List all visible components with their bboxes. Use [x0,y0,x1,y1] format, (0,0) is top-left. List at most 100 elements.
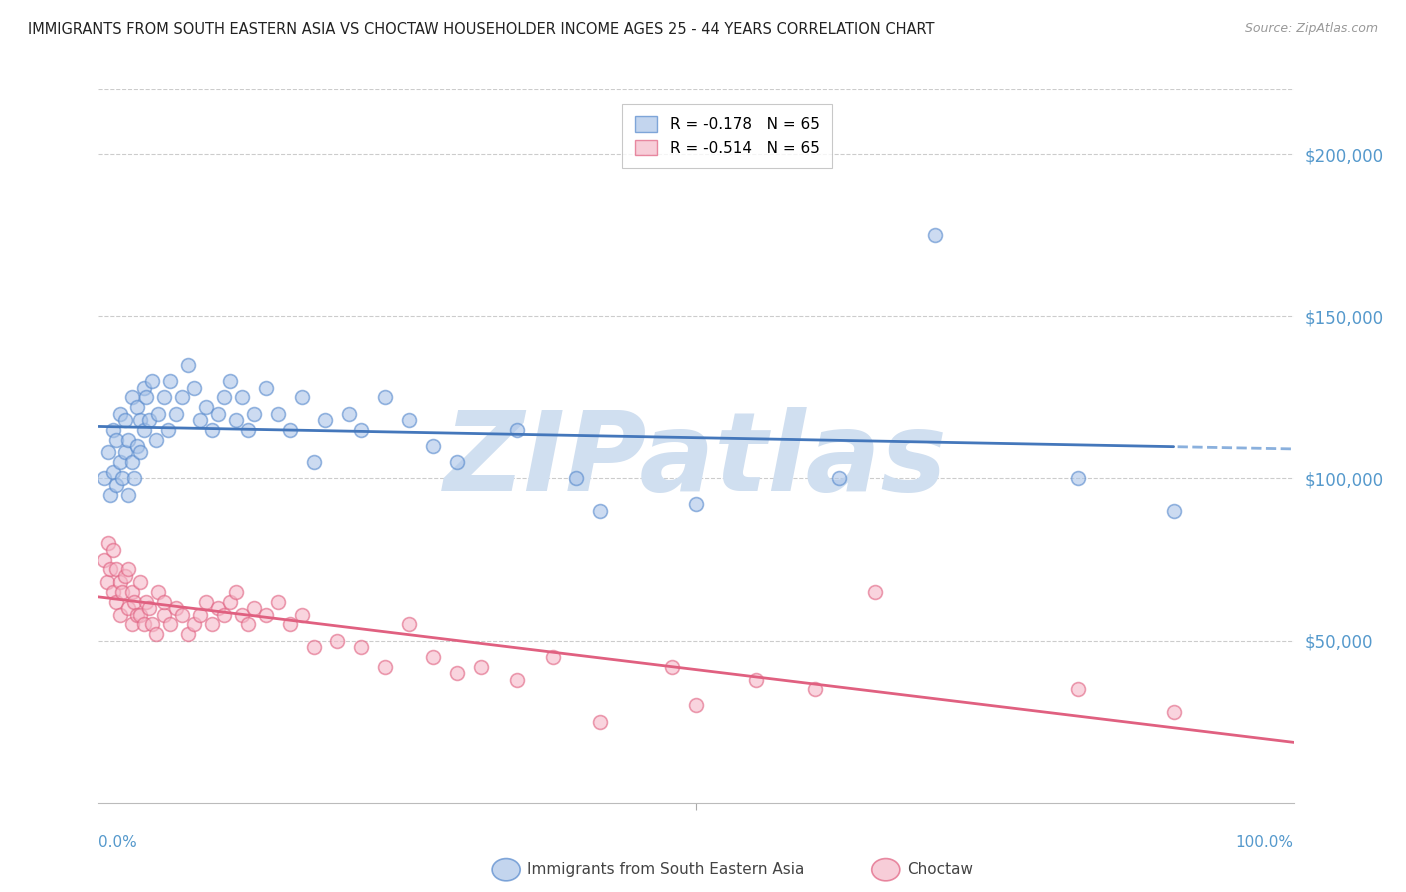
Point [98,488,122,502]
Point [132,617,155,632]
Point [121,390,143,404]
Point [291,390,314,404]
Point [98,562,122,576]
Point [350,640,373,654]
Point [159,617,181,632]
Point [254,607,277,622]
Point [446,666,468,681]
Point [207,601,229,615]
Point [114,568,136,582]
Point [565,471,588,485]
Point [243,407,266,421]
Point [138,413,160,427]
Point [201,617,224,632]
Text: Choctaw: Choctaw [907,863,973,877]
Point [105,433,128,447]
Point [172,607,194,622]
Point [105,478,128,492]
Point [111,471,134,485]
Point [685,698,707,713]
Point [339,407,360,421]
Text: 100.0%: 100.0% [1236,836,1294,850]
Point [117,562,139,576]
Point [219,595,242,609]
Point [148,585,170,599]
Point [93,552,115,566]
Point [745,673,768,687]
Point [828,471,851,485]
Point [129,413,152,427]
Point [114,413,136,427]
Point [398,413,420,427]
Point [302,640,325,654]
Y-axis label: Householder Income Ages 25 - 44 years: Householder Income Ages 25 - 44 years [0,293,7,599]
Text: 0.0%: 0.0% [98,836,138,850]
Point [661,659,683,673]
Point [156,423,179,437]
Point [117,433,139,447]
Point [177,358,200,372]
Point [145,433,167,447]
Text: Source: ZipAtlas.com: Source: ZipAtlas.com [1244,22,1378,36]
Point [506,673,529,687]
Point [589,504,612,518]
Point [153,390,176,404]
Point [165,407,187,421]
Point [470,659,492,673]
Point [141,374,163,388]
Point [201,423,224,437]
Point [326,633,349,648]
Text: Immigrants from South Eastern Asia: Immigrants from South Eastern Asia [527,863,804,877]
Point [96,575,118,590]
Point [422,439,444,453]
Point [145,627,167,641]
Point [225,585,247,599]
Point [422,649,444,664]
Text: IMMIGRANTS FROM SOUTH EASTERN ASIA VS CHOCTAW HOUSEHOLDER INCOME AGES 25 - 44 YE: IMMIGRANTS FROM SOUTH EASTERN ASIA VS CH… [28,22,935,37]
Point [446,455,468,469]
Point [108,575,131,590]
Point [138,601,160,615]
Point [589,714,612,729]
Point [105,562,128,576]
Point [101,465,124,479]
Point [125,439,148,453]
Point [231,607,253,622]
Point [97,445,120,459]
Point [804,682,827,697]
Point [108,607,131,622]
Point [101,542,124,557]
Point [236,617,259,632]
Point [101,585,124,599]
Point [141,617,163,632]
Point [207,407,229,421]
Point [117,601,139,615]
Point [117,488,139,502]
Point [267,407,290,421]
Point [129,575,152,590]
Point [93,471,115,485]
Point [1163,504,1185,518]
Point [267,595,290,609]
Point [153,595,176,609]
Point [225,413,247,427]
Point [121,617,143,632]
Point [1067,471,1090,485]
Point [212,607,235,622]
Legend: R = -0.178   N = 65, R = -0.514   N = 65: R = -0.178 N = 65, R = -0.514 N = 65 [623,104,832,168]
Point [111,585,134,599]
Point [1067,682,1090,697]
Point [129,445,152,459]
Point [121,455,143,469]
Point [105,595,128,609]
Point [101,423,124,437]
Point [541,649,564,664]
Point [350,423,373,437]
Point [97,536,120,550]
Point [863,585,887,599]
Point [278,617,301,632]
Point [236,423,259,437]
Point [212,390,235,404]
Point [374,390,396,404]
Point [291,607,314,622]
